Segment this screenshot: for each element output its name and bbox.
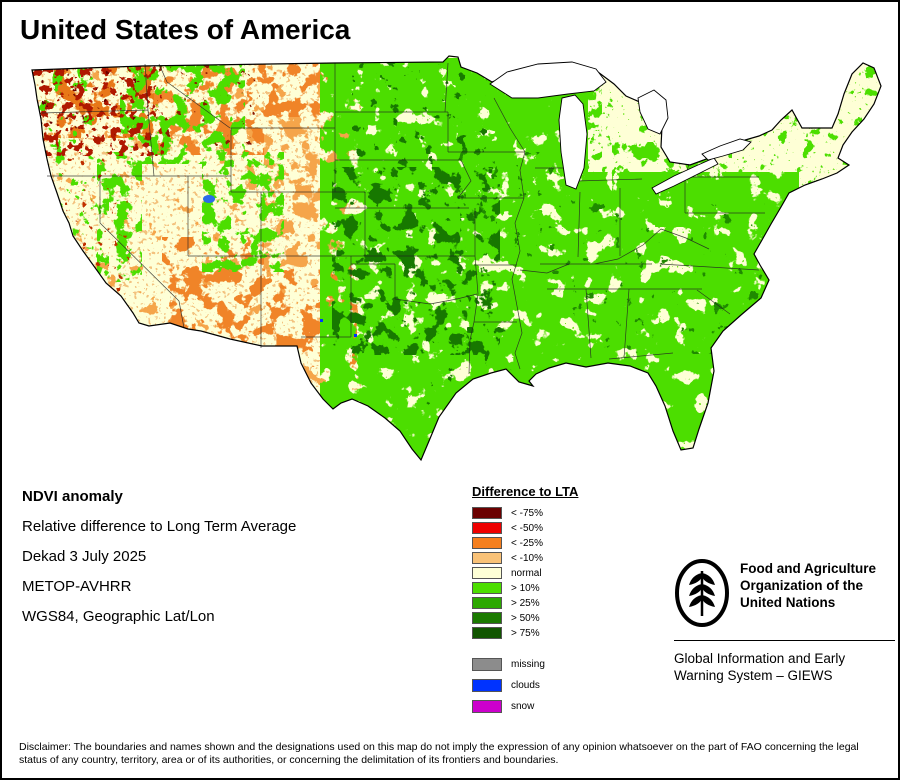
lake-michigan xyxy=(558,94,588,190)
legend-item-lt-75: < -75% xyxy=(472,507,578,519)
legend-swatch xyxy=(472,679,502,692)
lake-erie xyxy=(651,157,719,195)
map-info-block: NDVI anomaly Relative difference to Long… xyxy=(22,488,296,638)
fao-divider xyxy=(674,640,895,641)
legend-label: > 25% xyxy=(511,597,540,609)
legend-label: clouds xyxy=(511,680,540,691)
map-info-line-subtitle: Relative difference to Long Term Average xyxy=(22,518,297,535)
ndvi-raster xyxy=(32,56,881,460)
legend-gap xyxy=(472,642,578,658)
legend-swatch xyxy=(472,612,502,624)
fao-logo-row: Food and Agriculture Organization of the… xyxy=(674,558,895,628)
legend-label: < -25% xyxy=(511,537,543,549)
legend-item-lt-25: < -25% xyxy=(472,537,578,549)
us-outline xyxy=(31,55,882,462)
legend-item-normal: normal xyxy=(472,567,578,579)
disclaimer-text: Disclaimer: The boundaries and names sho… xyxy=(19,741,859,766)
map-info-heading: NDVI anomaly xyxy=(22,488,123,505)
legend-swatch xyxy=(472,658,502,671)
legend-swatch xyxy=(472,552,502,564)
great-salt-lake xyxy=(203,195,215,203)
map-info-line-sensor: METOP-AVHRR xyxy=(22,578,132,595)
legend-swatch xyxy=(472,582,502,594)
legend-label: missing xyxy=(511,659,545,670)
legend-label: > 75% xyxy=(511,627,540,639)
lake-huron xyxy=(637,89,669,135)
legend-item-lt-10: < -10% xyxy=(472,552,578,564)
fao-organization-name: Food and Agriculture Organization of the… xyxy=(740,561,876,610)
legend-swatch xyxy=(472,507,502,519)
legend-item-clouds: clouds xyxy=(472,679,578,692)
legend-item-gt-25: > 25% xyxy=(472,597,578,609)
legend-swatch xyxy=(472,567,502,579)
legend-label: < -10% xyxy=(511,552,543,564)
legend-label: > 10% xyxy=(511,582,540,594)
page-title: United States of America xyxy=(20,14,351,45)
legend-item-snow: snow xyxy=(472,700,578,713)
fao-logo xyxy=(675,559,729,627)
legend-item-gt-75: > 75% xyxy=(472,627,578,639)
legend: Difference to LTA < -75% < -50% < -25% <… xyxy=(472,484,578,721)
lake-ontario xyxy=(701,138,752,161)
legend-title: Difference to LTA xyxy=(472,484,579,499)
legend-label: < -50% xyxy=(511,522,543,534)
legend-item-missing: missing xyxy=(472,658,578,671)
legend-label: < -75% xyxy=(511,507,543,519)
great-lakes xyxy=(489,61,752,195)
fao-block: Food and Agriculture Organization of the… xyxy=(674,558,895,684)
legend-item-gt-10: > 10% xyxy=(472,582,578,594)
legend-swatch xyxy=(472,597,502,609)
map-info-line-projection: WGS84, Geographic Lat/Lon xyxy=(22,608,215,625)
legend-swatch xyxy=(472,537,502,549)
lake-superior xyxy=(489,61,607,99)
legend-item-gt-50: > 50% xyxy=(472,612,578,624)
legend-label: > 50% xyxy=(511,612,540,624)
legend-label: snow xyxy=(511,701,535,712)
state-boundaries xyxy=(41,62,765,375)
legend-swatch xyxy=(472,700,502,713)
map-info-line-dekad: Dekad 3 July 2025 xyxy=(22,548,147,565)
legend-swatch xyxy=(472,522,502,534)
legend-label: normal xyxy=(511,567,542,579)
giews-text: Global Information and Early Warning Sys… xyxy=(674,651,846,683)
usa-ndvi-map xyxy=(31,55,882,462)
legend-swatch xyxy=(472,627,502,639)
legend-item-lt-50: < -50% xyxy=(472,522,578,534)
